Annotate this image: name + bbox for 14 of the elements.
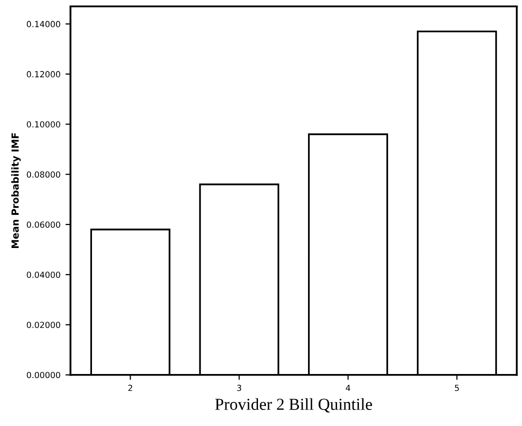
y-tick-label: 0.12000: [26, 71, 60, 78]
x-tick-label: 3: [237, 384, 242, 392]
y-axis-title: Mean Probability IMF: [11, 133, 21, 248]
y-tick-label: 0.04000: [26, 272, 60, 278]
y-tick-label: 0.02000: [26, 322, 60, 328]
y-tick-label: 0.14000: [26, 20, 60, 28]
x-axis-title: Provider 2 Bill Quintile: [215, 398, 372, 412]
x-tick-label: 2: [128, 384, 132, 391]
y-tick-label: 0.10000: [26, 121, 60, 128]
y-tick-label: 0.06000: [26, 221, 60, 228]
x-tick-label: 5: [454, 384, 459, 392]
x-tick-label: 4: [346, 384, 350, 391]
y-tick-label: 0.08000: [26, 171, 60, 178]
y-tick-label: 0.00000: [26, 372, 60, 378]
